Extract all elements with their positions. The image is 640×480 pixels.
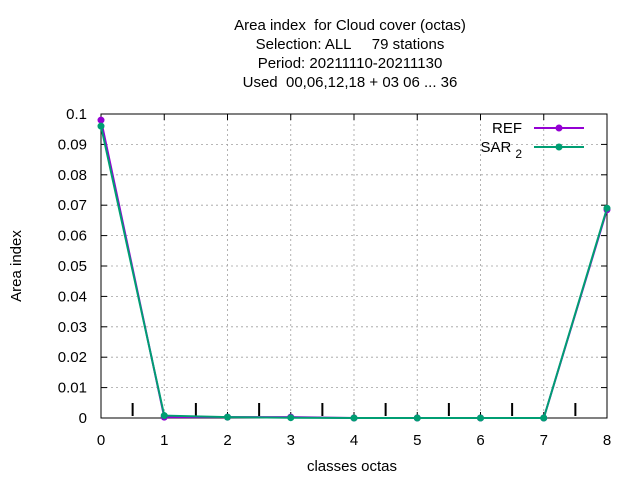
- legend-marker-sar: [555, 143, 563, 151]
- y-tick-label: 0.06: [58, 228, 87, 245]
- title-line-2: Selection: ALL 79 stations: [255, 36, 445, 53]
- y-tick-label: 0.01: [58, 380, 87, 397]
- x-tick-label: 5: [413, 432, 421, 449]
- legend: REF SAR 2: [480, 120, 584, 161]
- data-point-sar: [287, 414, 295, 422]
- legend-subscript: 2: [515, 147, 522, 161]
- legend-label-ref: REF: [492, 120, 522, 137]
- y-tick-label: 0.02: [58, 349, 87, 366]
- data-point-sar: [97, 122, 105, 130]
- data-point-sar: [413, 414, 421, 422]
- data-point-sar: [160, 412, 168, 420]
- title-line-3: Period: 20211110-20211130: [257, 55, 443, 72]
- data-point-sar: [540, 414, 548, 422]
- data-point-sar: [224, 413, 231, 421]
- y-tick-label: 0.08: [58, 167, 87, 184]
- title-line-1: Area index for Cloud cover (octas): [234, 17, 466, 34]
- y-tick-label: 0.1: [66, 106, 87, 123]
- series-lines: [97, 116, 611, 422]
- y-tick-label: 0.07: [58, 197, 87, 214]
- x-tick-label: 2: [223, 432, 231, 449]
- y-tick-label: 0.05: [58, 258, 87, 275]
- chart-title: Area index for Cloud cover (octas) Selec…: [0, 16, 640, 92]
- x-tick-label: 8: [603, 432, 611, 449]
- data-point-sar: [603, 204, 611, 212]
- y-tick-label: 0.03: [58, 319, 87, 336]
- legend-label-sar: SAR 2: [480, 139, 522, 161]
- data-point-sar: [477, 414, 484, 422]
- class-boundary-markers: [131, 403, 577, 416]
- tick-labels: 0 0.01 0.02 0.03 0.04 0.05 0.06 0.07 0.08 0.09 0.1…: [58, 106, 611, 449]
- y-tick-label: 0.09: [58, 136, 87, 153]
- x-tick-label: 0: [97, 432, 105, 449]
- grid-lines: [101, 114, 607, 418]
- x-axis-label: classes octas: [307, 458, 397, 475]
- title-line-4: Used 00,06,12,18 + 03 06 ... 36: [242, 74, 458, 91]
- y-tick-label: 0: [79, 410, 87, 427]
- legend-marker-ref: [555, 124, 563, 132]
- data-point-sar: [350, 414, 358, 422]
- x-tick-label: 4: [350, 432, 358, 449]
- x-tick-label: 6: [476, 432, 484, 449]
- data-point-ref: [97, 116, 105, 124]
- x-tick-label: 3: [287, 432, 295, 449]
- y-axis-label: Area index: [8, 230, 25, 302]
- x-tick-label: 7: [540, 432, 548, 449]
- x-tick-label: 1: [160, 432, 168, 449]
- y-tick-label: 0.04: [58, 288, 87, 305]
